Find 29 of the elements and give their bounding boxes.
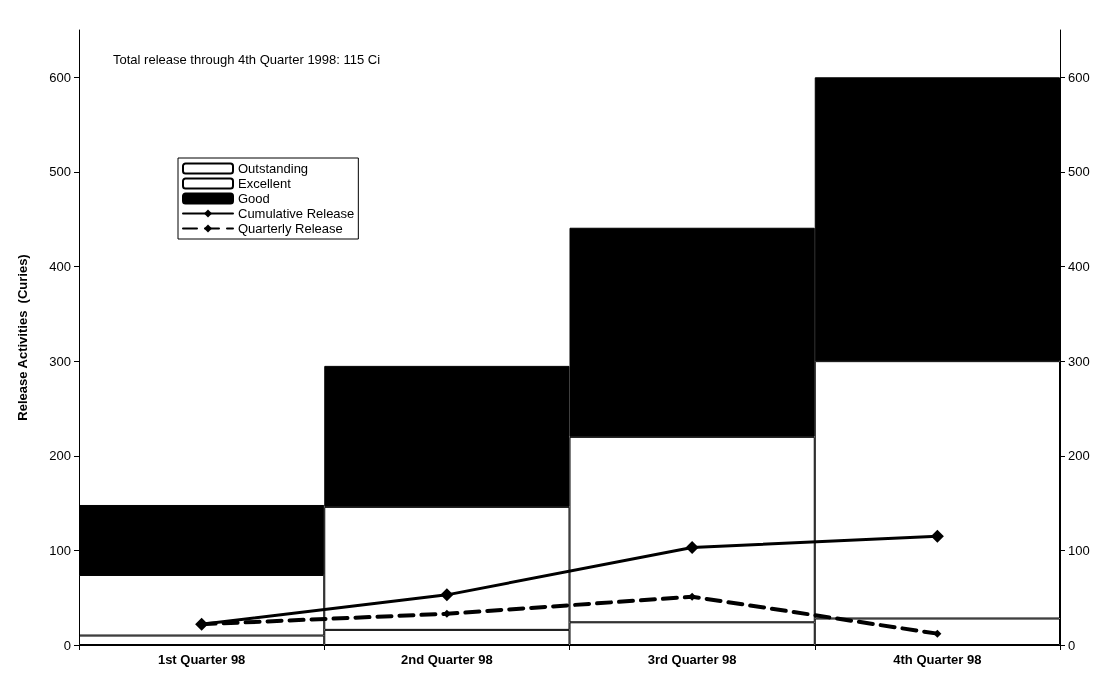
y-tick-label: 100 — [49, 542, 71, 558]
y-tick-label: 300 — [49, 353, 71, 369]
y2-tick-label: 200 — [1068, 448, 1090, 464]
y2-tick-label: 300 — [1068, 353, 1090, 369]
x-tick-label: 3rd Quarter 98 — [647, 652, 737, 667]
y2-tick-label: 600 — [1068, 69, 1090, 85]
y-tick-label: 0 — [63, 637, 71, 653]
y2-tick-label: 0 — [1068, 637, 1076, 653]
x-tick-label: 1st Quarter 98 — [157, 652, 246, 667]
legend-label: Outstanding — [238, 161, 309, 176]
point — [440, 588, 454, 602]
y-tick-label: 500 — [49, 164, 71, 180]
point — [930, 529, 944, 543]
y2-tick-label: 100 — [1068, 542, 1090, 558]
legend-label: Cumulative Release — [238, 206, 355, 221]
point — [933, 629, 942, 638]
y-tick-label: 200 — [49, 448, 71, 464]
y-axis-title: Release Activities (Curies) — [15, 254, 30, 421]
annotation: Total release through 4th Quarter 1998: 115 Ci — [113, 52, 381, 67]
y2-tick-label: 400 — [1068, 259, 1090, 275]
legend-label: Quarterly Release — [238, 221, 343, 236]
y-tick-label: 600 — [49, 69, 71, 85]
point — [685, 541, 699, 555]
legend-label: Good — [238, 191, 270, 206]
legend-label: Excellent — [238, 176, 292, 191]
y-tick-label: 400 — [49, 259, 71, 275]
x-tick-label: 4th Quarter 98 — [893, 652, 982, 667]
x-tick-label: 2nd Quarter 98 — [400, 652, 493, 667]
y2-tick-label: 500 — [1068, 164, 1090, 180]
